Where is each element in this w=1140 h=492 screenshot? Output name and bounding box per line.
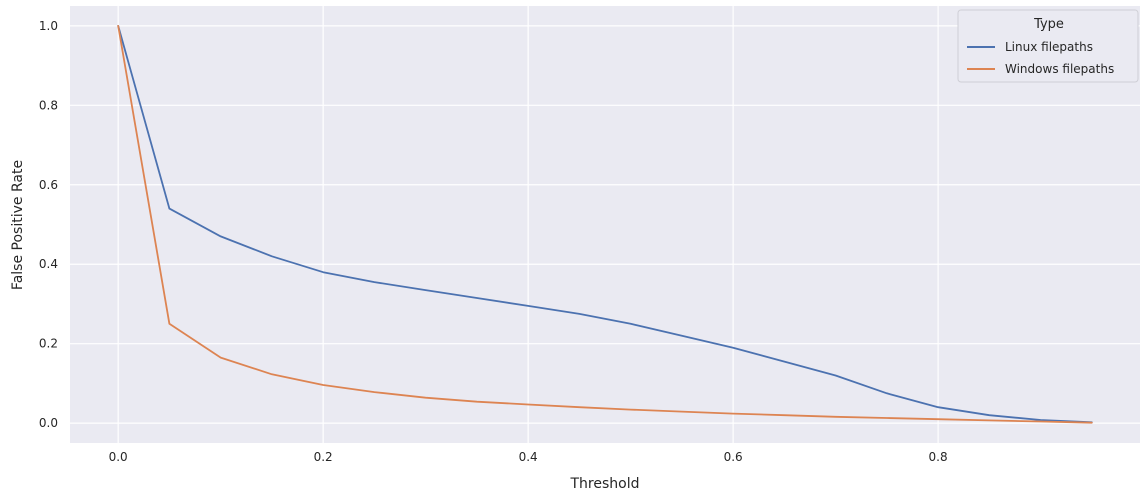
- series-line-windows: [117, 24, 1093, 424]
- x-tick-label: 0.0: [109, 450, 128, 464]
- x-tick-label: 0.8: [929, 450, 948, 464]
- y-tick-labels: 0.0 0.2 0.4 0.6 0.8 1.0: [39, 19, 58, 430]
- x-tick-labels: 0.0 0.2 0.4 0.6 0.8: [109, 450, 948, 464]
- y-tick-label: 0.4: [39, 257, 58, 271]
- x-tick-label: 0.6: [724, 450, 743, 464]
- x-tick-label: 0.4: [519, 450, 538, 464]
- series-lines: [117, 24, 1093, 424]
- y-tick-label: 0.2: [39, 337, 58, 351]
- series-line-linux: [117, 24, 1093, 424]
- legend-label-windows: Windows filepaths: [1005, 62, 1114, 76]
- legend: Type Linux filepaths Windows filepaths: [957, 9, 1139, 83]
- legend-label-linux: Linux filepaths: [1005, 40, 1093, 54]
- y-tick-label: 1.0: [39, 19, 58, 33]
- y-tick-label: 0.0: [39, 416, 58, 430]
- y-axis-label: False Positive Rate: [10, 160, 26, 290]
- x-axis-label: Threshold: [570, 476, 640, 492]
- legend-title: Type: [1033, 17, 1064, 32]
- y-tick-label: 0.8: [39, 98, 58, 112]
- legend-box: [957, 9, 1139, 83]
- y-tick-label: 0.6: [39, 178, 58, 192]
- x-tick-label: 0.2: [314, 450, 333, 464]
